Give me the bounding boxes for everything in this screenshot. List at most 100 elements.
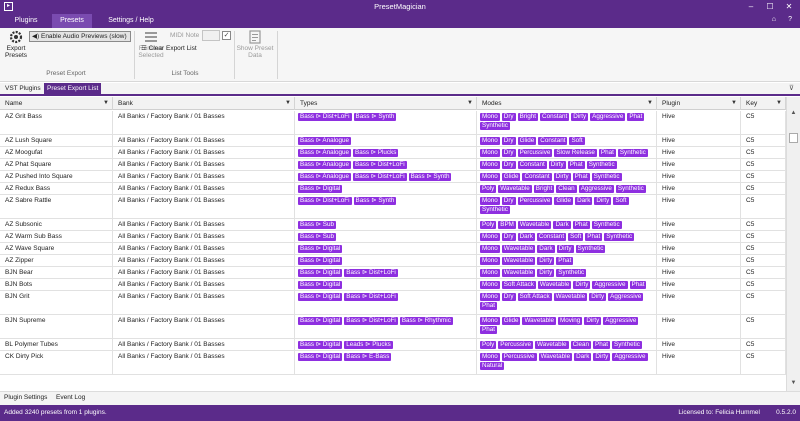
mode-tag: Dirty xyxy=(553,173,571,181)
table-row[interactable]: AZ Grit Bass All Banks / Factory Bank / 0… xyxy=(0,111,786,135)
table-row[interactable]: AZ Redux Bass All Banks / Factory Bank / … xyxy=(0,183,786,195)
vertical-scrollbar[interactable]: ▲ ▼ xyxy=(786,97,800,391)
cell-name: AZ Zipper xyxy=(0,255,113,266)
column-header-name[interactable]: Name ▼ xyxy=(0,97,113,110)
type-tag: Bass ⊳ Digital xyxy=(298,341,343,349)
mode-tag: Aggressive xyxy=(578,185,614,193)
bottom-tab-strip: Plugin Settings Event Log xyxy=(0,391,800,405)
mode-tag: Synthetic xyxy=(591,221,622,229)
filter-arrow-icon[interactable]: ▼ xyxy=(647,100,653,106)
mode-tag: Mono xyxy=(480,197,500,205)
cell-key: C5 xyxy=(741,135,786,146)
mode-tag: Mono xyxy=(480,353,500,361)
filter-arrow-icon[interactable]: ▼ xyxy=(776,100,782,106)
filter-arrow-icon[interactable]: ▼ xyxy=(467,100,473,106)
mode-tag: Clean xyxy=(570,341,592,349)
midi-note-input[interactable] xyxy=(202,30,220,41)
scroll-up-icon[interactable]: ▲ xyxy=(790,110,797,116)
cell-bank: All Banks / Factory Bank / 01 Basses xyxy=(113,111,295,134)
table-row[interactable]: AZ Wave Square All Banks / Factory Bank /… xyxy=(0,243,786,255)
cell-modes: Mono Dry Constant Dirty Phat Synthetic xyxy=(477,159,657,170)
table-row[interactable]: AZ Subsonic All Banks / Factory Bank / 01… xyxy=(0,219,786,231)
table-row[interactable]: AZ Phat Square All Banks / Factory Bank /… xyxy=(0,159,786,171)
mode-tag: Phat xyxy=(556,257,574,265)
table-row[interactable]: BL Polymer Tubes All Banks / Factory Bank… xyxy=(0,339,786,351)
column-header-plugin[interactable]: Plugin ▼ xyxy=(657,97,741,110)
cell-bank: All Banks / Factory Bank / 01 Basses xyxy=(113,339,295,350)
scroll-down-icon[interactable]: ▼ xyxy=(790,380,797,386)
group-label-preset-export: Preset Export xyxy=(46,70,86,77)
table-row[interactable]: CK Dirty Pick All Banks / Factory Bank / … xyxy=(0,351,786,375)
tab-plugin-settings[interactable]: Plugin Settings xyxy=(4,394,48,401)
tab-preset-export-list[interactable]: Preset Export List xyxy=(44,83,102,94)
ribbon-separator xyxy=(234,31,235,79)
column-header-modes[interactable]: Modes ▼ xyxy=(477,97,657,110)
menu-settings-help[interactable]: Settings / Help xyxy=(108,17,154,24)
type-tag: Bass ⊳ Dist+LoFi xyxy=(353,173,407,181)
cell-types: Bass ⊳ Digital xyxy=(295,255,477,266)
table-row[interactable]: AZ Zipper All Banks / Factory Bank / 01 B… xyxy=(0,255,786,267)
filter-arrow-icon[interactable]: ▼ xyxy=(103,100,109,106)
notification-icon[interactable]: ⌂ xyxy=(771,16,776,23)
mode-tag: Aggressive xyxy=(592,281,628,289)
maximize-icon[interactable]: ☐ xyxy=(766,2,774,11)
table-row[interactable]: AZ Warm Sub Bass All Banks / Factory Bank… xyxy=(0,231,786,243)
menu-plugins[interactable]: Plugins xyxy=(14,17,38,24)
column-header-bank[interactable]: Bank ▼ xyxy=(113,97,295,110)
cell-name: CK Dirty Pick xyxy=(0,351,113,374)
table-row[interactable]: AZ Moogufat All Banks / Factory Bank / 01… xyxy=(0,147,786,159)
mode-tag: Wavetable xyxy=(538,353,573,361)
show-preset-data-button[interactable]: Show Preset Data xyxy=(236,30,274,59)
cell-types: Bass ⊳ Digital Bass ⊳ Dist+LoFi Bass ⊳ Rhy… xyxy=(295,315,477,338)
column-header-label: Key xyxy=(746,100,758,107)
mode-tag: Soft xyxy=(613,197,629,205)
menu-presets[interactable]: Presets xyxy=(52,14,92,28)
table-row[interactable]: AZ Pushed Into Square All Banks / Factory… xyxy=(0,171,786,183)
cell-bank: All Banks / Factory Bank / 01 Basses xyxy=(113,183,295,194)
column-header-key[interactable]: Key ▼ xyxy=(741,97,786,110)
table-row[interactable]: AZ Sabre Rattle All Banks / Factory Bank … xyxy=(0,195,786,219)
close-icon[interactable]: ✕ xyxy=(785,2,793,11)
ribbon-separator xyxy=(134,31,135,79)
menu-bar: Plugins Presets Settings / Help ⌂ ? xyxy=(0,14,800,28)
pin-icon[interactable]: ⊽ xyxy=(788,85,794,92)
tab-vst-plugins[interactable]: VST Plugins xyxy=(5,85,41,92)
license-text: Licensed to: Felicia Hummel xyxy=(678,409,760,416)
mode-tag: Dry xyxy=(501,293,516,301)
export-presets-button[interactable]: Export Presets xyxy=(3,30,29,59)
cell-plugin: Hive xyxy=(657,339,741,350)
table-row[interactable]: BJN Bear All Banks / Factory Bank / 01 Ba… xyxy=(0,267,786,279)
filter-arrow-icon[interactable]: ▼ xyxy=(285,100,291,106)
enable-audio-previews-toggle[interactable]: ◀) Enable Audio Previews (slow) xyxy=(29,31,131,42)
mode-tag: Moving xyxy=(558,317,583,325)
mode-tag: Glide xyxy=(501,173,521,181)
table-row[interactable]: AZ Lush Square All Banks / Factory Bank /… xyxy=(0,135,786,147)
clear-export-list-button[interactable]: ☰ Clear Export List xyxy=(141,44,197,52)
table-row[interactable]: BJN Grit All Banks / Factory Bank / 01 Ba… xyxy=(0,291,786,315)
cell-plugin: Hive xyxy=(657,171,741,182)
tab-event-log[interactable]: Event Log xyxy=(56,394,86,401)
filter-arrow-icon[interactable]: ▼ xyxy=(731,100,737,106)
window-title: PresetMagician xyxy=(374,2,426,11)
cell-key: C5 xyxy=(741,291,786,314)
mode-tag: BPM xyxy=(498,221,516,229)
midi-note-checkbox[interactable]: ✓ xyxy=(222,31,231,40)
table-row[interactable]: BJN Bots All Banks / Factory Bank / 01 Ba… xyxy=(0,279,786,291)
cell-modes: Mono Soft Attack Wavetable Dirty Aggressive P… xyxy=(477,279,657,290)
cell-plugin: Hive xyxy=(657,231,741,242)
midi-note-label: MIDI Note xyxy=(170,32,200,39)
minimize-icon[interactable]: – xyxy=(748,2,754,11)
help-icon[interactable]: ? xyxy=(788,16,792,23)
table-row[interactable]: BJN Supreme All Banks / Factory Bank / 01… xyxy=(0,315,786,339)
column-header-types[interactable]: Types ▼ xyxy=(295,97,477,110)
mode-tag: Dirty xyxy=(594,197,612,205)
cell-bank: All Banks / Factory Bank / 01 Basses xyxy=(113,219,295,230)
remove-selected-button[interactable]: Remove Selected xyxy=(136,30,166,59)
type-tag: Bass ⊳ Digital xyxy=(298,245,343,253)
cell-bank: All Banks / Factory Bank / 01 Basses xyxy=(113,351,295,374)
type-tag: Bass ⊳ Digital xyxy=(298,257,343,265)
list-remove-icon xyxy=(145,32,157,42)
type-tag: Bass ⊳ Plucks xyxy=(353,149,399,157)
mode-tag: Dirty xyxy=(548,161,566,169)
scroll-thumb[interactable] xyxy=(789,133,798,143)
